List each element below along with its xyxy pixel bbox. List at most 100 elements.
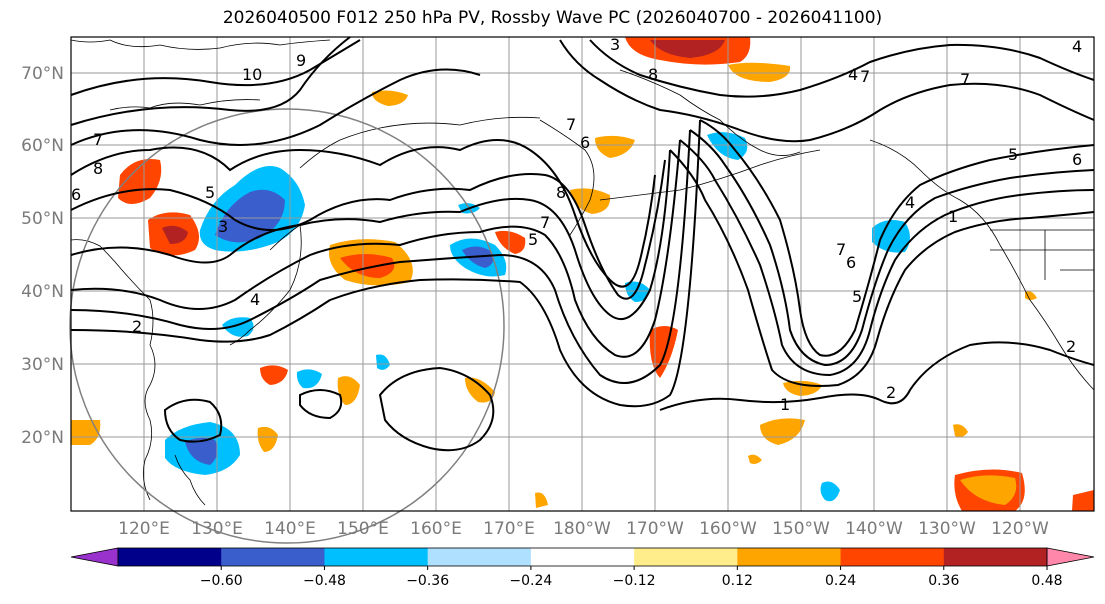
- pos-anomaly-kamchatka: [595, 135, 635, 158]
- latitude-label: 20°N: [21, 428, 64, 448]
- contour-label: 4: [905, 193, 915, 212]
- longitude-label: 140°E: [264, 519, 316, 539]
- pos-anomaly-subtrop-6: [783, 380, 822, 396]
- contour-label: 8: [648, 65, 658, 84]
- colorbar-extend-high: [1046, 547, 1095, 567]
- contour-label: 4: [250, 290, 260, 309]
- contour-label: 5: [528, 230, 538, 249]
- contour-label: 2: [886, 383, 896, 402]
- contour-label: 8: [93, 159, 103, 178]
- pos-anomaly-siberia-2: [728, 62, 791, 82]
- latitude-label: 50°N: [21, 209, 64, 229]
- longitude-label: 130°E: [191, 519, 243, 539]
- neg-anomaly-philippines-core: [185, 437, 218, 465]
- contour-label: 1: [780, 395, 790, 414]
- longitude-label: 180°W: [553, 519, 611, 539]
- contour-label: 3: [610, 35, 620, 54]
- contour-label: 5: [1008, 145, 1018, 164]
- colorbar-tick-label: 0.36: [928, 573, 959, 589]
- colorbar-tick-label: −0.12: [613, 573, 656, 589]
- pos-anomaly-kuril: [570, 188, 611, 214]
- contour-label: 5: [852, 287, 862, 306]
- pos-anomaly-arctic-core: [650, 40, 725, 58]
- colorbar-tick-label: −0.48: [303, 573, 346, 589]
- coastlines: [70, 39, 1095, 506]
- longitude-label: 170°E: [483, 519, 535, 539]
- contour-label: 2: [132, 317, 142, 336]
- colorbar-outline: [117, 547, 1048, 567]
- colorbar-segment: [943, 548, 1048, 566]
- contour-label: 2: [1066, 337, 1076, 356]
- pos-anomaly-subtrop-7: [257, 426, 278, 452]
- pv-anomaly-shading: [71, 37, 1094, 511]
- pos-anomaly-small-d: [1025, 291, 1037, 300]
- pos-anomaly-manchuria-core: [162, 225, 188, 244]
- contour-labels: 10 9 8 7 6 5 4 3 2 1 3 8 7 6 5 4 7 6 5 4…: [71, 35, 1082, 414]
- contour-label: 9: [296, 51, 306, 70]
- pos-anomaly-subtrop-5: [760, 418, 805, 445]
- contour-label: 7: [836, 240, 846, 259]
- latitude-label: 30°N: [21, 355, 64, 375]
- contour-label: 7: [93, 130, 103, 149]
- reference-circle: [69, 108, 505, 544]
- longitude-label: 130°W: [918, 519, 976, 539]
- pos-anomaly-aleutian-w: [495, 230, 526, 254]
- latitude-label: 60°N: [21, 136, 64, 156]
- pos-anomaly-small-c: [748, 454, 762, 464]
- colorbar-segment: [530, 548, 635, 566]
- pos-anomaly-siberia-1: [372, 90, 408, 106]
- longitude-label: 140°W: [845, 519, 903, 539]
- longitude-label: 170°W: [626, 519, 684, 539]
- colorbar-segment: [118, 548, 222, 566]
- contour-label: 1: [948, 207, 958, 226]
- contour-label: 7: [566, 115, 576, 134]
- colorbar-segment: [840, 548, 945, 566]
- pv-contours: [70, 36, 1095, 452]
- colorbar-tick-label: 0.12: [722, 573, 753, 589]
- pos-anomaly-japan-sea-core: [340, 254, 395, 278]
- longitude-labels: 120°E 130°E 140°E 150°E 160°E 170°E 180°W 170°W…: [118, 519, 1049, 539]
- latitude-label: 40°N: [21, 282, 64, 302]
- colorbar-tick-label: −0.60: [200, 573, 243, 589]
- pos-anomaly-se-corner: [1072, 490, 1094, 511]
- pos-anomaly-small-b: [535, 492, 548, 508]
- colorbar-segment: [634, 548, 738, 566]
- neg-anomaly-small-2: [820, 481, 840, 502]
- longitude-label: 120°W: [991, 519, 1049, 539]
- contour-label: 6: [71, 185, 81, 204]
- neg-anomaly-small-1: [296, 369, 322, 389]
- pos-anomaly-sw-corner: [71, 420, 101, 445]
- colorbar-segment: [221, 548, 325, 566]
- colorbar-extend-low: [70, 547, 119, 567]
- contour-label: 6: [846, 253, 856, 272]
- colorbar-segment: [737, 548, 842, 566]
- longitude-label: 160°E: [410, 519, 462, 539]
- colorbar-tick-label: −0.36: [406, 573, 449, 589]
- colorbar-tick-label: −0.24: [509, 573, 552, 589]
- longitude-label: 160°W: [699, 519, 757, 539]
- contour-label: 3: [218, 217, 228, 236]
- contour-label: 6: [580, 133, 590, 152]
- pos-anomaly-eastasia: [118, 159, 162, 204]
- colorbar-tick-label: 0.24: [825, 573, 856, 589]
- latitude-labels: 70°N 60°N 50°N 40°N 30°N 20°N: [21, 64, 64, 448]
- pos-anomaly-subtrop-2: [260, 365, 288, 385]
- pos-anomaly-mexico-edge: [960, 475, 1017, 505]
- contour-label: 10: [242, 65, 262, 84]
- pos-anomaly-subtrop-1: [649, 326, 678, 378]
- map-frame: [70, 36, 1095, 512]
- pos-anomaly-subtrop-3: [337, 376, 360, 405]
- colorbar-ticks: −0.60 −0.48 −0.36 −0.24 −0.12 0.12 0.24 0.36 0.4…: [200, 566, 1063, 589]
- neg-anomaly-small-4: [376, 354, 390, 370]
- longitude-label: 150°E: [337, 519, 389, 539]
- contour-label: 4: [1072, 37, 1082, 56]
- map-title: 2026040500 F012 250 hPa PV, Rossby Wave …: [222, 8, 883, 28]
- colorbar-tick-label: 0.48: [1031, 573, 1062, 589]
- contour-label: 7: [960, 70, 970, 89]
- contour-label: 7: [860, 67, 870, 86]
- contour-label: 4: [848, 65, 858, 84]
- longitude-label: 120°E: [118, 519, 170, 539]
- contour-label: 5: [205, 183, 215, 202]
- contour-label: 8: [556, 183, 566, 202]
